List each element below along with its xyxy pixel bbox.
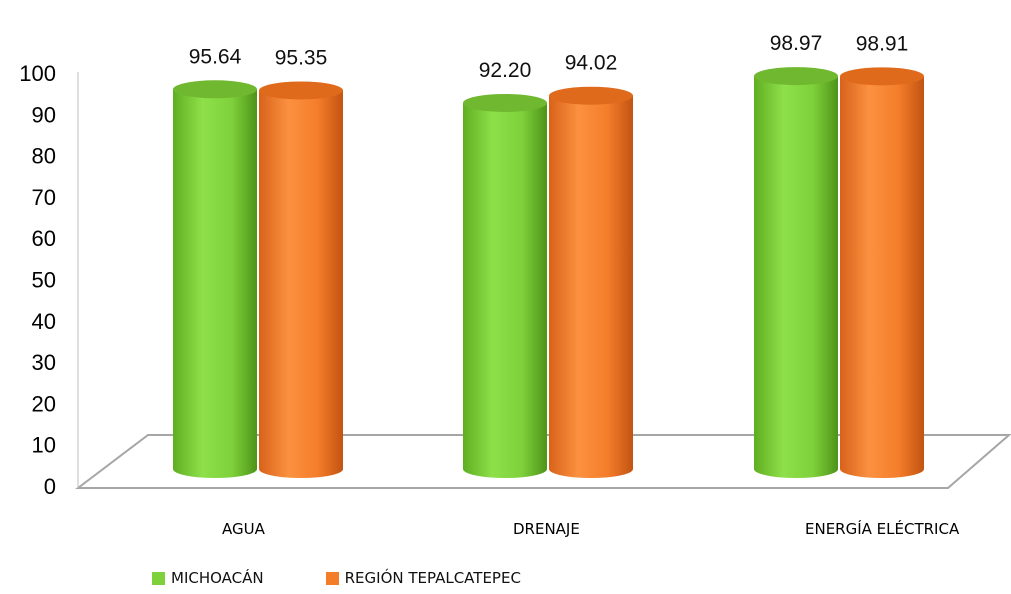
bar-top [173, 80, 257, 99]
bar-1-1: 94.02 [549, 52, 633, 478]
legend-swatch-michoacan [152, 571, 165, 585]
bar-body [259, 90, 343, 478]
bar-top [754, 67, 838, 86]
chart-floor [75, 72, 1011, 489]
data-label: 94.02 [565, 52, 618, 75]
y-tick-label: 70 [32, 185, 56, 210]
data-label: 95.64 [189, 45, 242, 68]
x-category-label: AGUA [222, 520, 266, 538]
bar-0-0: 95.64 [173, 45, 257, 478]
y-tick-label: 0 [44, 474, 56, 499]
bar-1-0: 95.35 [259, 46, 343, 478]
bar-body [549, 95, 633, 478]
data-label: 98.91 [856, 32, 909, 55]
legend-item-region: REGIÓN TEPALCATEPEC [325, 569, 521, 587]
bar-0-1: 92.20 [463, 59, 547, 478]
y-tick-label: 50 [32, 268, 56, 293]
y-tick-label: 20 [32, 391, 56, 416]
bar-body [463, 102, 547, 478]
x-category-label: ENERGÍA ELÉCTRICA [805, 519, 960, 538]
legend-swatch-region [325, 571, 339, 585]
bar-body [840, 76, 924, 478]
bar-body [754, 76, 838, 478]
y-tick-label: 30 [32, 350, 56, 375]
bar-top [259, 81, 343, 100]
legend-label-michoacan: MICHOACÁN [171, 569, 264, 587]
bar-body [173, 89, 257, 478]
data-label: 98.97 [770, 32, 823, 55]
legend: MICHOACÁN REGIÓN TEPALCATEPEC [152, 569, 521, 587]
bar-0-2: 98.97 [754, 32, 838, 478]
legend-item-michoacan: MICHOACÁN [152, 569, 264, 587]
bar-top [840, 67, 924, 86]
data-label: 95.35 [275, 46, 328, 69]
data-label: 92.20 [479, 59, 532, 82]
y-tick-label: 40 [32, 309, 56, 334]
y-tick-label: 100 [19, 61, 56, 86]
bar-top [549, 86, 633, 105]
y-tick-label: 60 [32, 226, 56, 251]
legend-label-region: REGIÓN TEPALCATEPEC [344, 569, 521, 587]
x-category-label: DRENAJE [513, 520, 580, 538]
y-tick-label: 90 [32, 102, 56, 127]
y-tick-label: 80 [32, 144, 56, 169]
bars: 95.64 92.20 98.97 95.35 94.02 98.91 [173, 32, 924, 478]
bar-1-2: 98.91 [840, 32, 924, 478]
bar-top [463, 93, 547, 112]
category-labels: AGUA DRENAJE ENERGÍA ELÉCTRICA [222, 519, 960, 538]
y-tick-label: 10 [32, 433, 56, 458]
y-axis-ticks: 0 10 20 30 40 50 60 70 80 90 100 [19, 61, 56, 499]
floor-plane [75, 434, 1011, 489]
